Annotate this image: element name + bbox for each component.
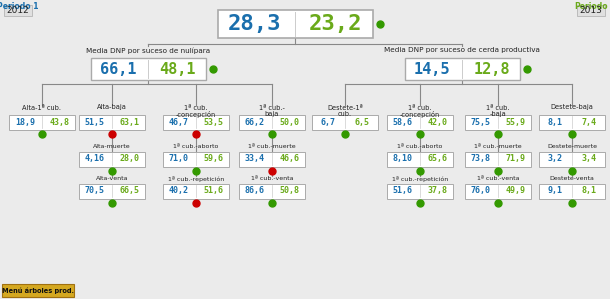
Text: Periodo: Periodo <box>574 2 608 11</box>
Text: 53,5: 53,5 <box>203 118 223 126</box>
Text: 1ª cub.-venta: 1ª cub.-venta <box>251 176 293 181</box>
FancyBboxPatch shape <box>218 10 373 38</box>
Text: Alta-muerte: Alta-muerte <box>93 144 131 149</box>
Text: 42,0: 42,0 <box>427 118 447 126</box>
Text: Destete-venta: Destete-venta <box>550 176 594 181</box>
Text: 51,6: 51,6 <box>203 187 223 196</box>
Text: 76,0: 76,0 <box>471 187 491 196</box>
Text: 55,9: 55,9 <box>505 118 525 126</box>
Text: 6,7: 6,7 <box>320 118 336 126</box>
Text: 71,0: 71,0 <box>169 155 189 164</box>
FancyBboxPatch shape <box>465 115 531 129</box>
Text: 58,6: 58,6 <box>393 118 413 126</box>
FancyBboxPatch shape <box>387 115 453 129</box>
Text: 51,5: 51,5 <box>85 118 105 126</box>
Text: 63,1: 63,1 <box>119 118 139 126</box>
Text: 37,8: 37,8 <box>427 187 447 196</box>
Text: 4,16: 4,16 <box>85 155 105 164</box>
Text: Destete-1ª
cub.: Destete-1ª cub. <box>327 104 363 117</box>
FancyBboxPatch shape <box>2 284 74 297</box>
FancyBboxPatch shape <box>4 5 32 16</box>
FancyBboxPatch shape <box>539 152 605 167</box>
Text: Alta-baja: Alta-baja <box>97 104 127 111</box>
Text: 1ª cub.
-concepción: 1ª cub. -concepción <box>176 104 216 118</box>
Text: Alta-1ª cub.: Alta-1ª cub. <box>23 104 62 111</box>
Text: 3,2: 3,2 <box>547 155 562 164</box>
Text: Alta-venta: Alta-venta <box>96 176 128 181</box>
Text: 1ª cub.-aborto: 1ª cub.-aborto <box>397 144 443 149</box>
Text: 73,8: 73,8 <box>471 155 491 164</box>
FancyBboxPatch shape <box>577 5 605 16</box>
Text: 33,4: 33,4 <box>245 155 265 164</box>
Text: 23,2: 23,2 <box>309 14 362 34</box>
Text: 66,1: 66,1 <box>100 62 137 77</box>
Text: 43,8: 43,8 <box>49 118 69 126</box>
Text: 12,8: 12,8 <box>473 62 510 77</box>
Text: 86,6: 86,6 <box>245 187 265 196</box>
Text: 1ª cub.
-baja: 1ª cub. -baja <box>486 104 510 117</box>
Text: 50,0: 50,0 <box>279 118 299 126</box>
FancyBboxPatch shape <box>163 152 229 167</box>
Text: 18,9: 18,9 <box>15 118 35 126</box>
FancyBboxPatch shape <box>465 152 531 167</box>
Text: 49,9: 49,9 <box>505 187 525 196</box>
FancyBboxPatch shape <box>90 58 206 80</box>
Text: 70,5: 70,5 <box>85 187 105 196</box>
Text: 1ª cub.-venta: 1ª cub.-venta <box>477 176 519 181</box>
Text: Media DNP por suceso de nulípara: Media DNP por suceso de nulípara <box>86 47 210 54</box>
Text: 75,5: 75,5 <box>471 118 491 126</box>
FancyBboxPatch shape <box>163 184 229 199</box>
Text: 40,2: 40,2 <box>169 187 189 196</box>
Text: 28,0: 28,0 <box>119 155 139 164</box>
FancyBboxPatch shape <box>79 184 145 199</box>
Text: 66,2: 66,2 <box>245 118 265 126</box>
Text: Media DNP por suceso de cerda productiva: Media DNP por suceso de cerda productiva <box>384 47 540 53</box>
FancyBboxPatch shape <box>163 115 229 129</box>
FancyBboxPatch shape <box>387 184 453 199</box>
Text: 71,9: 71,9 <box>505 155 525 164</box>
Text: 2013: 2013 <box>580 6 603 15</box>
Text: Menú árboles prod.: Menú árboles prod. <box>2 287 74 294</box>
Text: 14,5: 14,5 <box>414 62 450 77</box>
FancyBboxPatch shape <box>312 115 378 129</box>
Text: 1ª cub.-repetición: 1ª cub.-repetición <box>168 176 224 181</box>
Text: 65,6: 65,6 <box>427 155 447 164</box>
Text: 1ª cub.-muerte: 1ª cub.-muerte <box>248 144 296 149</box>
Text: 8,1: 8,1 <box>582 187 597 196</box>
Text: Periodo 1: Periodo 1 <box>0 2 39 11</box>
Text: 7,4: 7,4 <box>582 118 597 126</box>
Text: 46,7: 46,7 <box>169 118 189 126</box>
Text: 6,5: 6,5 <box>354 118 370 126</box>
FancyBboxPatch shape <box>387 152 453 167</box>
Text: 1ª cub.-muerte: 1ª cub.-muerte <box>474 144 522 149</box>
Text: 3,4: 3,4 <box>582 155 597 164</box>
FancyBboxPatch shape <box>539 115 605 129</box>
Text: 1ª cub.-repetición: 1ª cub.-repetición <box>392 176 448 181</box>
Text: 1ª cub.-
baja: 1ª cub.- baja <box>259 104 285 117</box>
FancyBboxPatch shape <box>239 152 305 167</box>
Text: 28,3: 28,3 <box>228 14 281 34</box>
FancyBboxPatch shape <box>79 115 145 129</box>
Text: 48,1: 48,1 <box>160 62 196 77</box>
FancyBboxPatch shape <box>539 184 605 199</box>
FancyBboxPatch shape <box>239 184 305 199</box>
Text: 1ª cub.
-concepción: 1ª cub. -concepción <box>400 104 440 118</box>
FancyBboxPatch shape <box>404 58 520 80</box>
FancyBboxPatch shape <box>465 184 531 199</box>
Text: 51,6: 51,6 <box>393 187 413 196</box>
FancyBboxPatch shape <box>239 115 305 129</box>
FancyBboxPatch shape <box>79 152 145 167</box>
Text: 9,1: 9,1 <box>547 187 562 196</box>
FancyBboxPatch shape <box>9 115 75 129</box>
Text: 1ª cub.-aborto: 1ª cub.-aborto <box>173 144 219 149</box>
Text: 66,5: 66,5 <box>119 187 139 196</box>
Text: 59,6: 59,6 <box>203 155 223 164</box>
Text: 2012: 2012 <box>7 6 29 15</box>
Text: Destete-baja: Destete-baja <box>551 104 594 111</box>
Text: 8,10: 8,10 <box>393 155 413 164</box>
Text: 50,8: 50,8 <box>279 187 299 196</box>
Text: Destete-muerte: Destete-muerte <box>547 144 597 149</box>
Text: 46,6: 46,6 <box>279 155 299 164</box>
Text: 8,1: 8,1 <box>547 118 562 126</box>
